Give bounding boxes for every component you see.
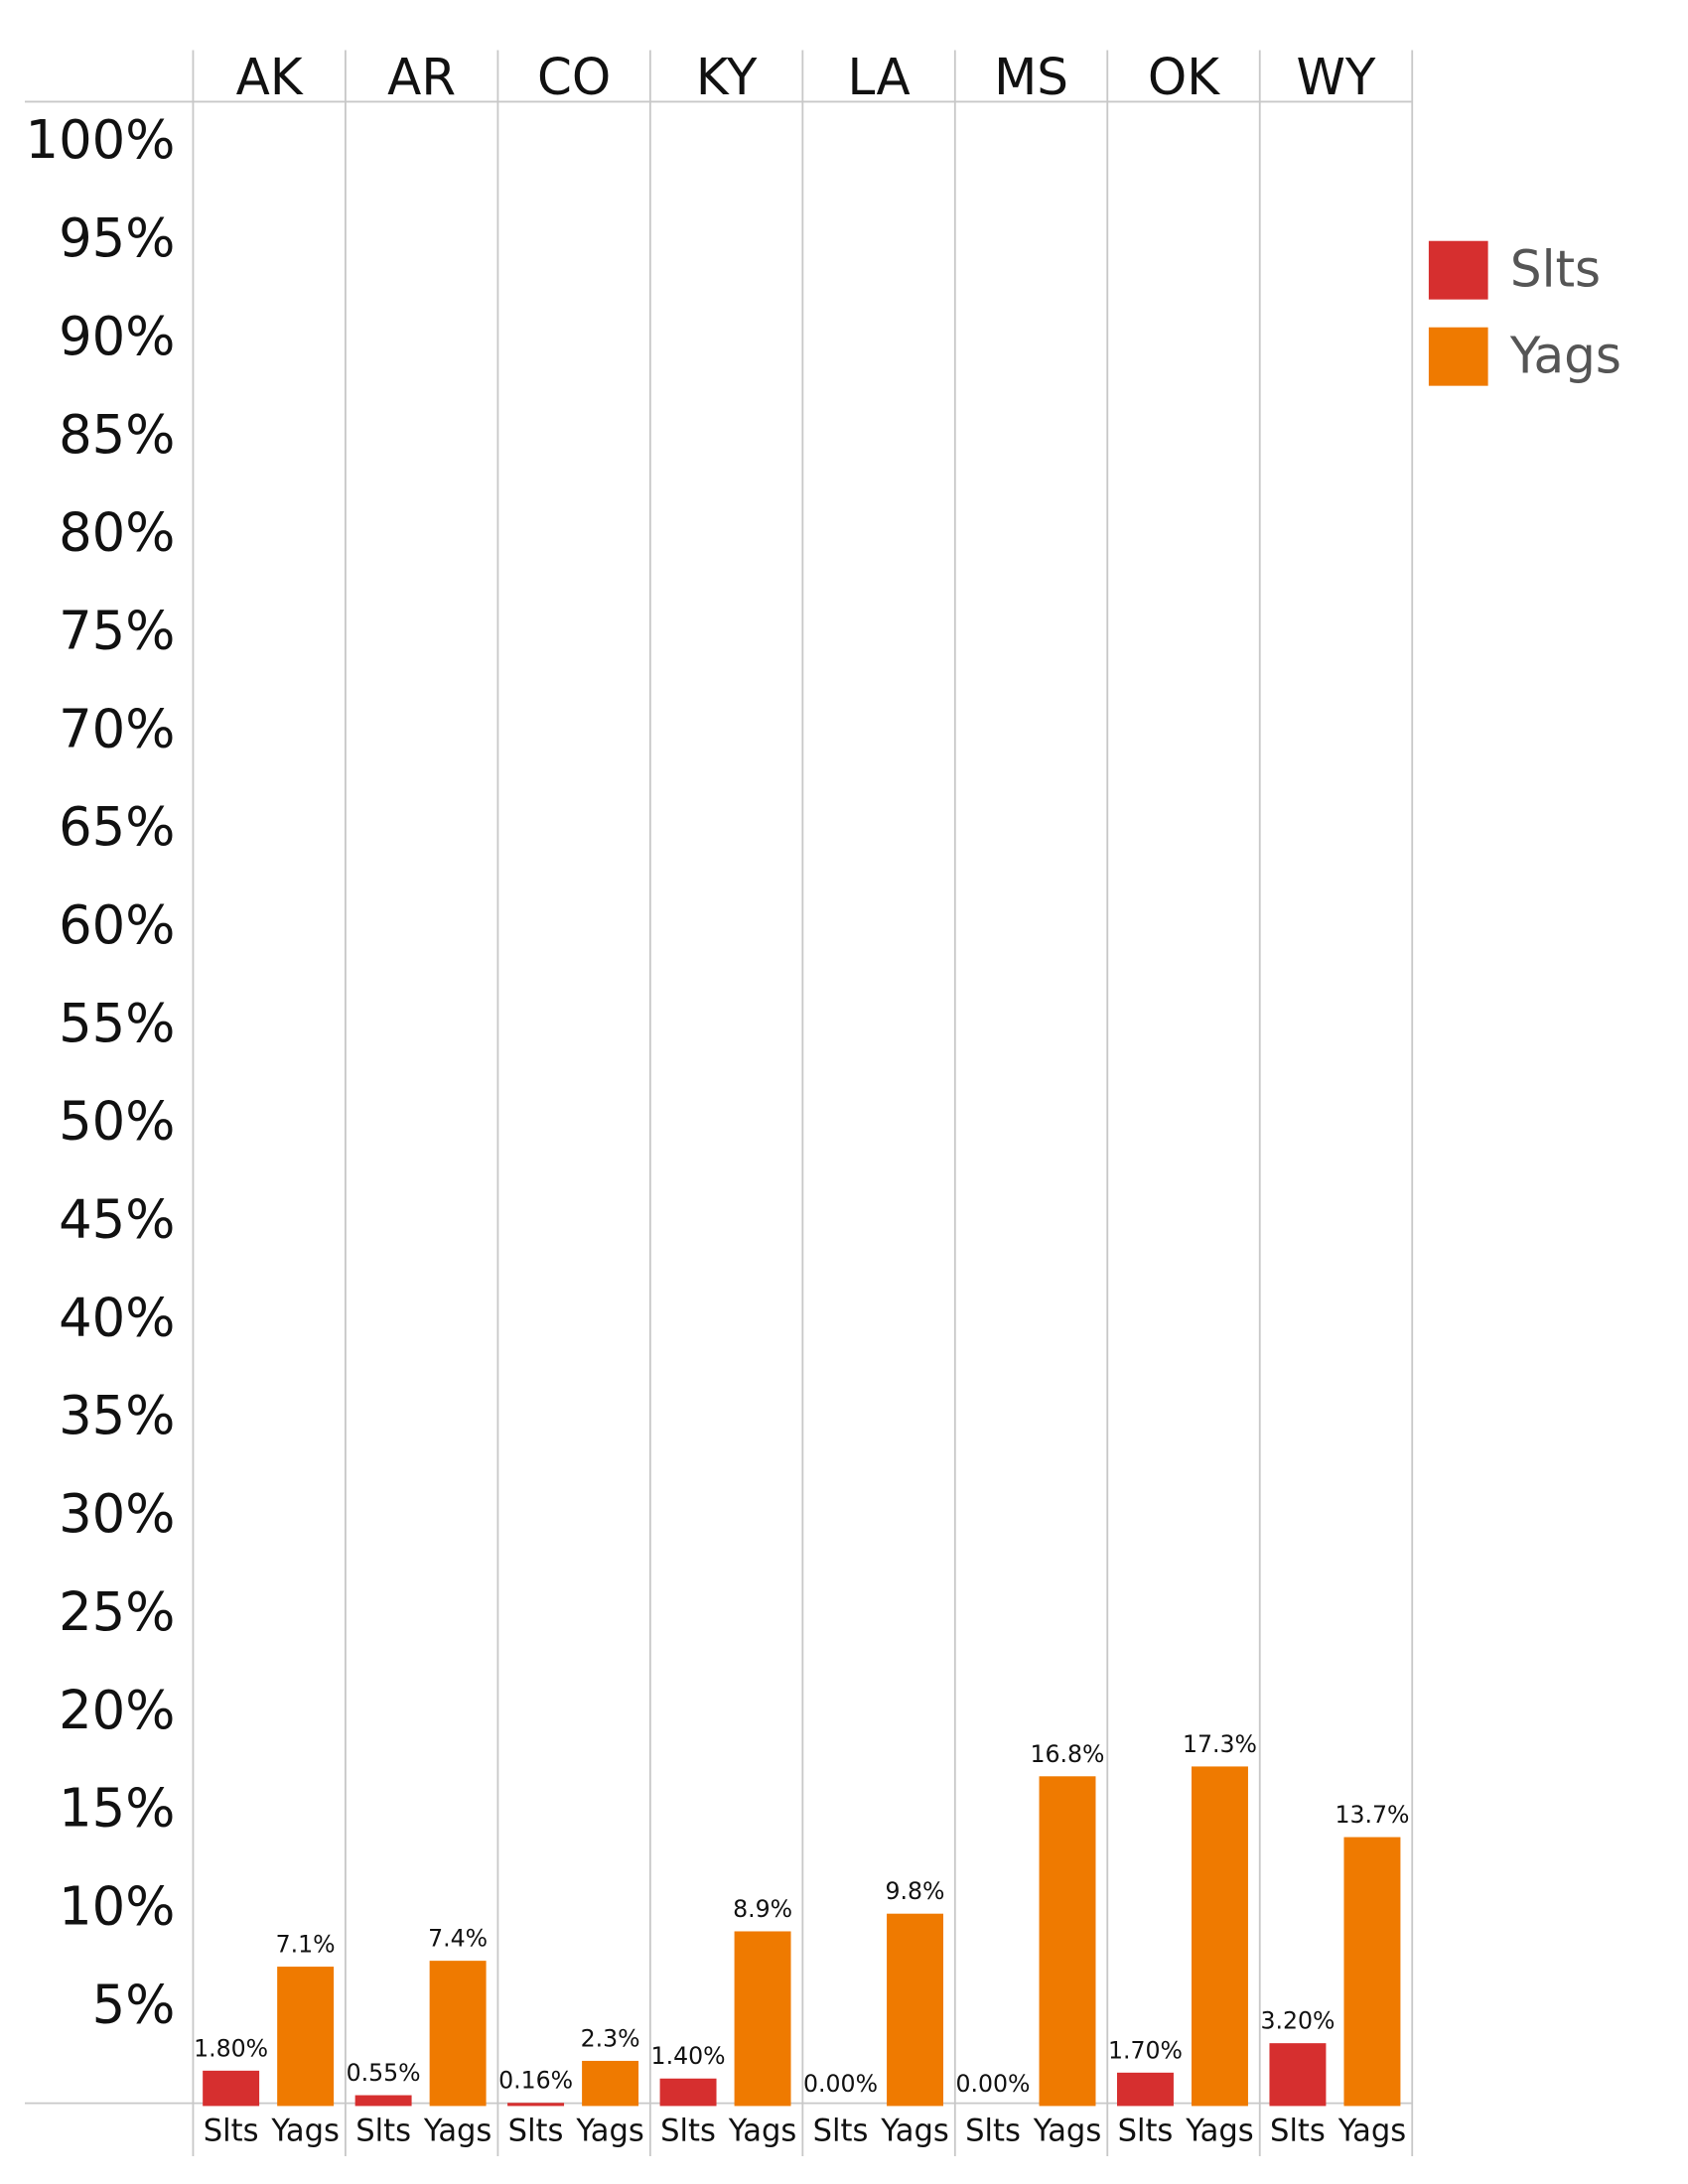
legend-label: Slts: [1510, 239, 1601, 298]
x-tick-label: Slts: [204, 2113, 259, 2148]
legend-swatch: [1428, 240, 1488, 300]
value-label: 1.70%: [1108, 2036, 1183, 2064]
bar: [659, 2078, 717, 2107]
bar: [734, 1931, 791, 2107]
y-tick-label: 55%: [59, 993, 175, 1054]
bar: [1039, 1776, 1096, 2107]
facet-label: LA: [847, 48, 910, 106]
x-tick-label: Slts: [355, 2113, 411, 2148]
x-tick-label: Yags: [880, 2113, 948, 2148]
x-tick-label: Yags: [1185, 2113, 1253, 2148]
y-tick-label: 35%: [59, 1385, 175, 1446]
facet-label: MS: [994, 48, 1068, 106]
bar: [1117, 2072, 1174, 2107]
y-tick-label: 40%: [59, 1287, 175, 1348]
y-tick-label: 25%: [59, 1581, 175, 1643]
value-label: 16.8%: [1031, 1740, 1105, 1768]
value-label: 1.80%: [194, 2034, 268, 2062]
x-tick-label: Slts: [965, 2113, 1021, 2148]
y-tick-label: 80%: [59, 501, 175, 563]
value-label: 17.3%: [1183, 1730, 1257, 1758]
bar: [1269, 2043, 1327, 2107]
value-label: 9.8%: [886, 1877, 945, 1905]
y-tick-label: 95%: [59, 207, 175, 269]
x-tick-label: Slts: [1118, 2113, 1174, 2148]
value-label: 7.4%: [428, 1925, 488, 1953]
bar: [203, 2070, 260, 2107]
bar: [582, 2060, 639, 2107]
facet-label: KY: [696, 48, 758, 106]
y-tick-label: 65%: [59, 796, 175, 858]
y-tick-label: 75%: [59, 600, 175, 661]
y-tick-label: 50%: [59, 1090, 175, 1152]
legend-swatch: [1428, 327, 1488, 386]
x-tick-label: Slts: [813, 2113, 869, 2148]
value-label: 7.1%: [276, 1930, 336, 1958]
facet-label: AK: [236, 48, 304, 106]
x-tick-label: Yags: [270, 2113, 339, 2148]
y-tick-label: 10%: [59, 1875, 175, 1937]
bar: [1343, 1837, 1401, 2107]
y-tick-label: 20%: [59, 1680, 175, 1741]
value-label: 1.40%: [651, 2042, 726, 2070]
x-tick-label: Yags: [1033, 2113, 1101, 2148]
bar: [1192, 1766, 1248, 2107]
facet-label: CO: [537, 48, 611, 106]
value-label: 0.55%: [347, 2059, 421, 2087]
value-label: 0.16%: [498, 2067, 573, 2095]
bar: [354, 2095, 412, 2107]
x-tick-label: Slts: [508, 2113, 564, 2148]
value-label: 0.00%: [803, 2070, 878, 2098]
bar: [887, 1913, 943, 2107]
value-label: 2.3%: [581, 2024, 640, 2052]
facet-label: WY: [1296, 48, 1375, 106]
bar: [507, 2103, 565, 2107]
facet-label: OK: [1148, 48, 1220, 106]
x-tick-label: Yags: [728, 2113, 796, 2148]
facet-label: AR: [387, 48, 456, 106]
bar: [429, 1961, 487, 2107]
y-tick-label: 30%: [59, 1483, 175, 1545]
value-label: 8.9%: [733, 1895, 792, 1923]
x-tick-label: Yags: [575, 2113, 643, 2148]
y-tick-label: 100%: [26, 109, 176, 171]
x-tick-label: Yags: [423, 2113, 492, 2148]
value-label: 0.00%: [956, 2070, 1031, 2098]
bar: [277, 1967, 335, 2107]
y-tick-label: 90%: [59, 306, 175, 367]
x-tick-label: Yags: [1337, 2113, 1406, 2148]
y-tick-label: 15%: [59, 1777, 175, 1839]
y-tick-label: 5%: [92, 1974, 176, 2035]
y-tick-label: 70%: [59, 698, 175, 759]
x-tick-label: Slts: [1270, 2113, 1326, 2148]
y-tick-label: 60%: [59, 894, 175, 956]
y-tick-label: 45%: [59, 1188, 175, 1250]
x-tick-label: Slts: [660, 2113, 716, 2148]
value-label: 13.7%: [1335, 1801, 1409, 1829]
value-label: 3.20%: [1260, 2007, 1335, 2035]
legend-label: Yags: [1509, 326, 1621, 384]
y-tick-label: 85%: [59, 404, 175, 466]
